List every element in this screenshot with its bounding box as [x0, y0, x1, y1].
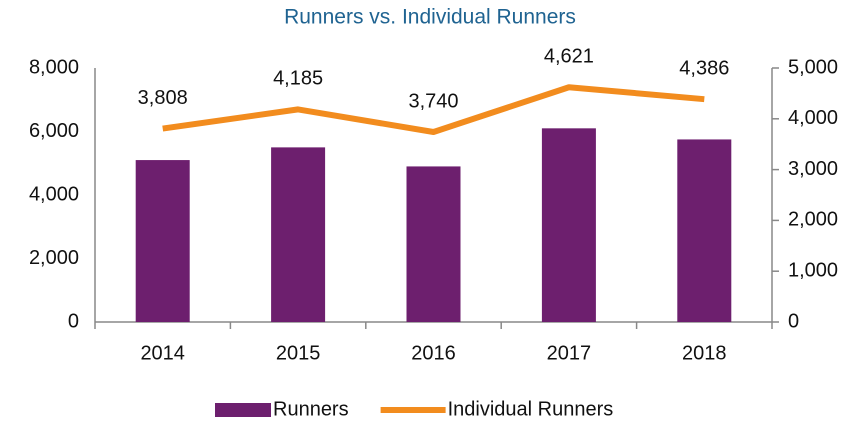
y2-tick-label: 0: [788, 310, 799, 332]
x-tick-label: 2015: [276, 342, 321, 364]
y-tick-label: 2,000: [29, 247, 79, 269]
y2-tick-label: 2,000: [788, 209, 838, 231]
x-tick-label: 2014: [140, 342, 185, 364]
legend-label: Runners: [273, 398, 349, 420]
x-tick-label: 2017: [547, 342, 592, 364]
y-tick-label: 0: [68, 310, 79, 332]
y2-tick-label: 1,000: [788, 259, 838, 281]
bar: [406, 166, 461, 322]
data-label: 3,740: [408, 90, 458, 112]
data-label: 4,621: [544, 46, 594, 68]
y2-tick-label: 4,000: [788, 107, 838, 129]
y2-tick-label: 5,000: [788, 56, 838, 78]
bar: [677, 139, 732, 322]
legend-label: Individual Runners: [448, 398, 614, 420]
y-tick-label: 6,000: [29, 120, 79, 142]
bar: [271, 147, 326, 322]
chart-title: Runners vs. Individual Runners: [284, 6, 576, 29]
line: [162, 84, 705, 136]
bar: [541, 128, 596, 322]
x-tick-label: 2018: [682, 342, 727, 364]
data-label: 4,386: [679, 57, 729, 79]
y-tick-label: 4,000: [29, 183, 79, 205]
data-label: 3,808: [138, 87, 188, 109]
data-label: 4,185: [273, 68, 323, 90]
legend-swatch: [215, 403, 271, 417]
bar: [135, 160, 190, 322]
y-tick-label: 8,000: [29, 56, 79, 78]
x-tick-label: 2016: [411, 342, 456, 364]
y2-tick-label: 3,000: [788, 158, 838, 180]
